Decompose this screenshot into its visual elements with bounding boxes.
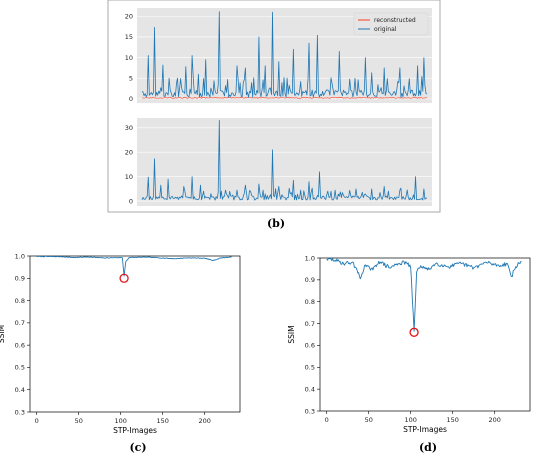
caption-b: (b) [267,217,285,230]
legend-label-original: original [374,26,397,33]
x-tick-label: 200 [489,416,501,424]
x-axis-label: STP-Images [113,426,157,435]
caption-d: (d) [419,441,437,454]
y-tick-label: 0.3 [305,407,315,415]
min-ssim-marker [119,273,129,283]
y-tick-label: 0.6 [305,342,315,350]
legend-label-reconstructed: reconstructed [374,17,416,24]
y-tick-label: 0.4 [305,385,315,393]
y-tick-label: 0.7 [305,320,315,328]
y-tick-label: 10 [125,173,133,181]
chart-c-ssim: 0.3 0.4 0.5 0.6 0.7 0.8 0.9 1.0 0 50 100 150 200 STP-… [0,252,241,435]
series-original-line [141,11,428,98]
legend: reconstructed original [353,12,429,36]
y-tick-label: 0.4 [15,386,25,394]
x-tick-label: 0 [35,417,39,425]
ssim-line [326,257,522,332]
series-original-line [141,120,428,201]
legend-box [353,12,429,36]
x-tick-label: 100 [115,417,127,425]
x-tick-label: 100 [405,416,417,424]
x-tick-label: 150 [157,417,169,425]
plot-background [137,118,432,206]
y-tick-label: 0.5 [305,364,315,372]
x-tick-label: 0 [325,416,329,424]
x-tick-label: 50 [75,417,83,425]
ssim-line [36,255,232,277]
y-tick-label: 30 [125,124,133,132]
y-tick-label: 0.8 [15,297,25,305]
y-tick-label: 0.6 [15,341,25,349]
y-tick-label: 20 [125,149,133,157]
y-tick-label: 0.9 [305,276,315,284]
x-tick-label: 200 [199,417,211,425]
y-tick-label: 1.0 [15,252,25,260]
y-axis-label: SSIM [287,325,296,343]
axes-frame [29,255,241,413]
y-tick-label: 0 [129,197,133,205]
min-ssim-marker [409,327,419,337]
x-tick-label: 150 [447,416,459,424]
y-tick-label: 0.8 [305,298,315,306]
chart-b-bottom: 0 10 20 30 [125,118,432,206]
y-axis-label: SSIM [0,325,6,343]
y-tick-label: 15 [125,33,133,41]
y-tick-label: 5 [129,75,133,83]
series-reconstructed-line [141,97,428,99]
chart-b-top: 0 5 10 15 20 reconstructed original [125,8,432,103]
x-tick-label: 50 [365,416,373,424]
axes-frame [319,257,531,412]
y-tick-label: 0.5 [15,364,25,372]
x-axis-label: STP-Images [403,425,447,434]
y-tick-label: 10 [125,54,133,62]
chart-d-ssim: 0.3 0.4 0.5 0.6 0.7 0.8 0.9 1.0 0 50 100 150 200 STP-… [287,254,531,434]
y-tick-label: 20 [125,13,133,21]
y-tick-label: 1.0 [305,254,315,262]
y-tick-label: 0.9 [15,275,25,283]
y-tick-label: 0 [129,95,133,103]
y-tick-label: 0.7 [15,319,25,327]
y-tick-label: 0.3 [15,408,25,416]
caption-c: (c) [129,441,146,454]
